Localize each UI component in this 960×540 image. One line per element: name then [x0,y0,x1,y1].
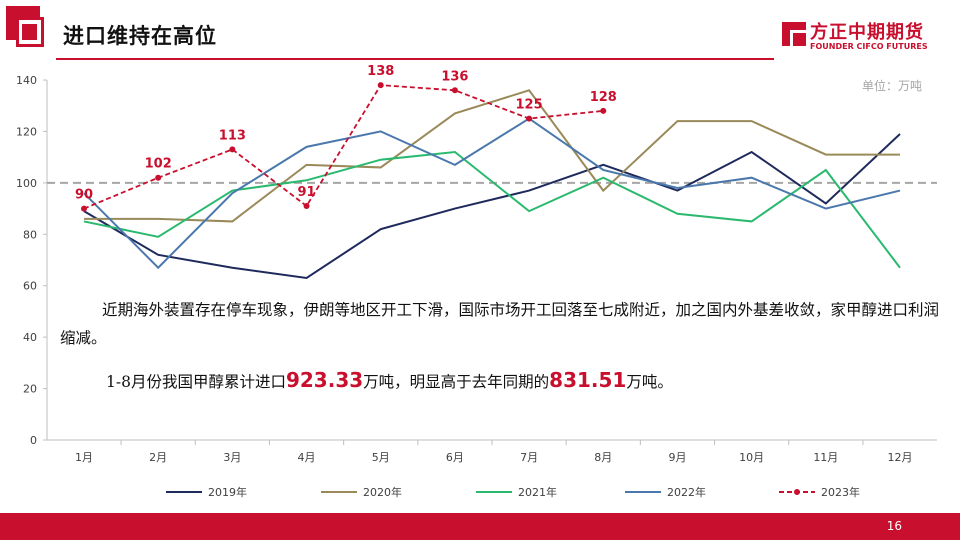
legend-label-2023年: 2023年 [821,485,860,499]
p2-text-b: 万吨，明显高于去年同期的 [363,373,550,391]
series-line-2023年 [83,84,604,210]
y-tick-label: 120 [16,125,37,138]
series-line-2021年 [83,150,901,269]
data-point-2023年 [526,115,533,122]
x-tick-label: 12月 [888,451,913,464]
brand-name-cn: 方正中期期货 [810,22,924,43]
data-label-2023年: 102 [145,157,172,172]
data-label-2023年: 91 [297,185,315,200]
highlight-2022-imports: 831.51 [549,368,627,392]
data-label-2023年: 90 [75,188,93,203]
x-tick-label: 5月 [372,451,390,464]
paragraph-cumulative-imports: 1-8月份我国甲醇累计进口923.33万吨，明显高于去年同期的831.51万吨。 [60,366,948,396]
series-line-2020年 [84,89,900,223]
brand-name-en: FOUNDER CIFCO FUTURES [810,42,928,51]
data-label-2023年: 138 [367,64,394,79]
chart-unit-label: 单位：万吨 [862,79,923,93]
p2-text-a: 1-8月份我国甲醇累计进口 [106,373,286,391]
paragraph-overseas-supply: 近期海外装置存在停车现象，伊朗等地区开工下滑，国际市场开工回落至七成附近，加之国… [60,301,940,347]
legend-label-2019年: 2019年 [208,485,247,499]
y-tick-label: 60 [23,280,37,293]
data-label-2023年: 125 [516,98,543,113]
x-tick-label: 4月 [298,451,316,464]
data-point-2023年 [229,146,236,153]
page-number: 16 [886,519,902,533]
series-line-2022年 [83,117,901,270]
y-tick-label: 80 [23,228,37,241]
data-label-2023年: 136 [441,69,468,84]
x-tick-label: 8月 [594,451,612,464]
x-tick-label: 6月 [446,451,464,464]
x-tick-label: 3月 [223,451,241,464]
data-label-2023年: 128 [590,90,617,105]
slide-header: 进口维持在高位 方正中期期货 FOUNDER CIFCO FUTURES [0,0,960,62]
legend-label-2021年: 2021年 [518,485,557,499]
x-tick-label: 7月 [520,451,538,464]
x-tick-label: 10月 [739,451,764,464]
legend-marker-2023年 [794,489,800,495]
x-tick-label: 9月 [668,451,686,464]
y-tick-label: 100 [16,177,37,190]
series-line-2019年 [83,133,901,280]
header-divider [56,58,774,60]
highlight-2023-imports: 923.33 [285,368,364,392]
x-tick-label: 11月 [813,451,838,464]
y-tick-label: 20 [23,383,37,396]
data-point-2023年 [155,174,162,181]
brand-logo: 方正中期期货 FOUNDER CIFCO FUTURES [780,18,950,58]
y-tick-label: 40 [23,331,37,344]
slide-footer: 16 [0,513,960,540]
p2-text-c: 万吨。 [626,373,673,391]
import-line-chart: 0 20 40 60 80 100 120 140 1月 2月 3月 4月 5月 6月 7月 8月 9月 10月 1… [16,64,937,499]
y-tick-label: 0 [30,434,37,447]
data-point-2023年 [81,205,87,212]
y-tick-label: 140 [16,74,37,87]
x-tick-label: 1月 [75,451,93,464]
legend-label-2020年: 2020年 [363,485,402,499]
data-label-2023年: 113 [219,128,246,143]
data-point-2023年 [303,203,310,209]
brand-icon [782,22,806,46]
x-tick-label: 2月 [149,451,167,464]
slide-title: 进口维持在高位 [63,24,217,48]
legend-label-2022年: 2022年 [667,485,706,499]
data-point-2023年 [377,82,384,89]
data-point-2023年 [600,107,607,114]
corner-logo-inner [22,24,37,40]
data-point-2023年 [451,87,458,94]
